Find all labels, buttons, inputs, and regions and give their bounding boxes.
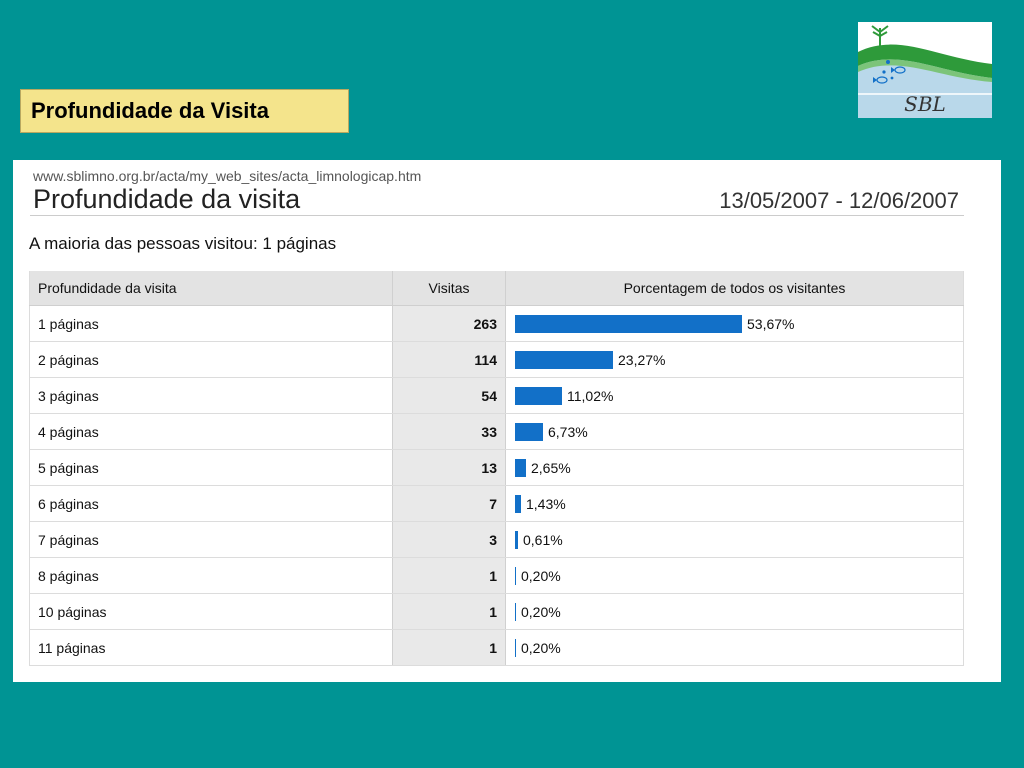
table-row: 4 páginas 33 6,73% bbox=[29, 413, 964, 450]
row-percentage-cell: 0,20% bbox=[505, 593, 964, 630]
row-visits: 114 bbox=[392, 341, 506, 378]
row-visits: 54 bbox=[392, 377, 506, 414]
table-row: 10 páginas 1 0,20% bbox=[29, 593, 964, 630]
percentage-bar bbox=[515, 314, 742, 333]
row-visits: 1 bbox=[392, 557, 506, 594]
row-percentage-cell: 0,20% bbox=[505, 557, 964, 594]
percentage-bar bbox=[515, 602, 516, 621]
table-row: 3 páginas 54 11,02% bbox=[29, 377, 964, 414]
report-url: www.sblimno.org.br/acta/my_web_sites/act… bbox=[33, 168, 422, 184]
table-row: 5 páginas 13 2,65% bbox=[29, 449, 964, 486]
percentage-label: 0,20% bbox=[521, 567, 561, 584]
report-panel: www.sblimno.org.br/acta/my_web_sites/act… bbox=[13, 160, 1001, 682]
percentage-bar bbox=[515, 494, 521, 513]
row-label: 2 páginas bbox=[29, 341, 393, 378]
table-row: 8 páginas 1 0,20% bbox=[29, 557, 964, 594]
percentage-bar bbox=[515, 350, 613, 369]
row-label: 4 páginas bbox=[29, 413, 393, 450]
row-percentage-cell: 11,02% bbox=[505, 377, 964, 414]
slide-title: Profundidade da Visita bbox=[20, 89, 349, 133]
percentage-bar bbox=[515, 566, 516, 585]
row-percentage-cell: 53,67% bbox=[505, 305, 964, 342]
row-visits: 263 bbox=[392, 305, 506, 342]
percentage-label: 2,65% bbox=[531, 459, 571, 476]
percentage-label: 0,20% bbox=[521, 603, 561, 620]
percentage-label: 1,43% bbox=[526, 495, 566, 512]
table-row: 11 páginas 1 0,20% bbox=[29, 629, 964, 666]
report-title: Profundidade da visita bbox=[33, 184, 301, 214]
column-header-depth: Profundidade da visita bbox=[29, 271, 393, 306]
percentage-label: 53,67% bbox=[747, 315, 795, 332]
summary-text: A maioria das pessoas visitou: 1 páginas bbox=[29, 234, 337, 253]
sbl-logo-icon bbox=[858, 22, 992, 118]
row-visits: 7 bbox=[392, 485, 506, 522]
logo-text: SBL bbox=[904, 92, 946, 116]
row-percentage-cell: 1,43% bbox=[505, 485, 964, 522]
row-percentage-cell: 23,27% bbox=[505, 341, 964, 378]
table-row: 6 páginas 7 1,43% bbox=[29, 485, 964, 522]
row-label: 1 páginas bbox=[29, 305, 393, 342]
row-visits: 13 bbox=[392, 449, 506, 486]
percentage-label: 0,20% bbox=[521, 639, 561, 656]
row-label: 5 páginas bbox=[29, 449, 393, 486]
row-percentage-cell: 6,73% bbox=[505, 413, 964, 450]
table-row: 2 páginas 114 23,27% bbox=[29, 341, 964, 378]
column-header-percentage: Porcentagem de todos os visitantes bbox=[505, 271, 964, 306]
row-label: 7 páginas bbox=[29, 521, 393, 558]
percentage-bar bbox=[515, 638, 516, 657]
row-label: 11 páginas bbox=[29, 629, 393, 666]
date-range: 13/05/2007 - 12/06/2007 bbox=[719, 188, 959, 213]
table-row: 7 páginas 3 0,61% bbox=[29, 521, 964, 558]
percentage-bar bbox=[515, 458, 526, 477]
row-visits: 1 bbox=[392, 593, 506, 630]
sbl-logo: SBL bbox=[858, 22, 992, 118]
row-label: 3 páginas bbox=[29, 377, 393, 414]
column-header-visits: Visitas bbox=[392, 271, 506, 306]
percentage-bar bbox=[515, 530, 518, 549]
row-visits: 3 bbox=[392, 521, 506, 558]
row-percentage-cell: 0,20% bbox=[505, 629, 964, 666]
percentage-bar bbox=[515, 422, 543, 441]
table-row: 1 páginas 263 53,67% bbox=[29, 305, 964, 342]
visit-depth-table: Profundidade da visita Visitas Porcentag… bbox=[29, 271, 964, 666]
row-label: 10 páginas bbox=[29, 593, 393, 630]
row-percentage-cell: 0,61% bbox=[505, 521, 964, 558]
percentage-label: 11,02% bbox=[567, 387, 614, 404]
row-percentage-cell: 2,65% bbox=[505, 449, 964, 486]
percentage-label: 6,73% bbox=[548, 423, 588, 440]
title-divider bbox=[30, 215, 964, 216]
row-visits: 33 bbox=[392, 413, 506, 450]
percentage-bar bbox=[515, 386, 562, 405]
table-header-row: Profundidade da visita Visitas Porcentag… bbox=[29, 271, 964, 306]
percentage-label: 0,61% bbox=[523, 531, 563, 548]
percentage-label: 23,27% bbox=[618, 351, 666, 368]
row-visits: 1 bbox=[392, 629, 506, 666]
row-label: 8 páginas bbox=[29, 557, 393, 594]
row-label: 6 páginas bbox=[29, 485, 393, 522]
